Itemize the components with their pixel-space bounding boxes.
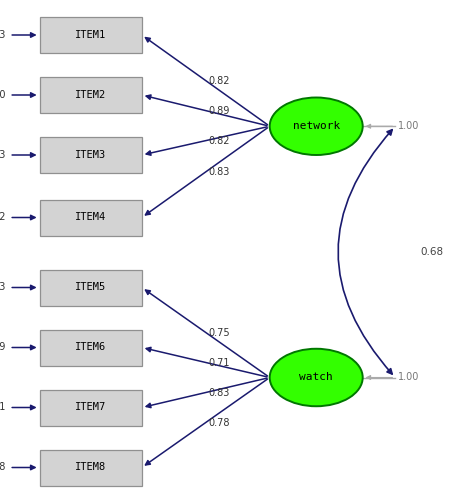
- Text: 0.43: 0.43: [0, 282, 6, 292]
- Text: 0.38: 0.38: [0, 462, 6, 472]
- Text: 0.82: 0.82: [208, 76, 230, 86]
- FancyArrowPatch shape: [338, 130, 392, 374]
- Text: 0.71: 0.71: [208, 358, 230, 368]
- Ellipse shape: [270, 98, 363, 155]
- Text: ITEM7: ITEM7: [75, 402, 106, 412]
- FancyBboxPatch shape: [40, 330, 142, 366]
- Text: 0.68: 0.68: [421, 247, 444, 257]
- Text: ITEM1: ITEM1: [75, 30, 106, 40]
- Ellipse shape: [270, 349, 363, 406]
- Text: 0.31: 0.31: [0, 402, 6, 412]
- Text: 0.33: 0.33: [0, 30, 6, 40]
- Text: network: network: [292, 121, 340, 131]
- FancyBboxPatch shape: [40, 390, 142, 426]
- Text: 0.33: 0.33: [0, 150, 6, 160]
- Text: 0.89: 0.89: [208, 106, 229, 116]
- FancyBboxPatch shape: [40, 17, 142, 53]
- Text: 0.82: 0.82: [208, 136, 230, 145]
- Text: 0.75: 0.75: [208, 328, 230, 338]
- Text: ITEM6: ITEM6: [75, 342, 106, 352]
- Text: 1.00: 1.00: [398, 372, 419, 382]
- Text: watch: watch: [299, 372, 333, 382]
- Text: 0.78: 0.78: [208, 418, 230, 428]
- FancyBboxPatch shape: [40, 77, 142, 113]
- Text: ITEM3: ITEM3: [75, 150, 106, 160]
- Text: ITEM5: ITEM5: [75, 282, 106, 292]
- Text: 0.83: 0.83: [208, 388, 229, 398]
- Text: ITEM2: ITEM2: [75, 90, 106, 100]
- FancyBboxPatch shape: [40, 270, 142, 306]
- Text: 0.32: 0.32: [0, 212, 6, 222]
- Text: ITEM8: ITEM8: [75, 462, 106, 472]
- Text: 1.00: 1.00: [398, 121, 419, 131]
- FancyBboxPatch shape: [40, 137, 142, 173]
- Text: 0.49: 0.49: [0, 342, 6, 352]
- Text: 0.83: 0.83: [208, 167, 229, 177]
- FancyBboxPatch shape: [40, 450, 142, 486]
- FancyBboxPatch shape: [40, 200, 142, 235]
- Text: ITEM4: ITEM4: [75, 212, 106, 222]
- Text: 0.20: 0.20: [0, 90, 6, 100]
